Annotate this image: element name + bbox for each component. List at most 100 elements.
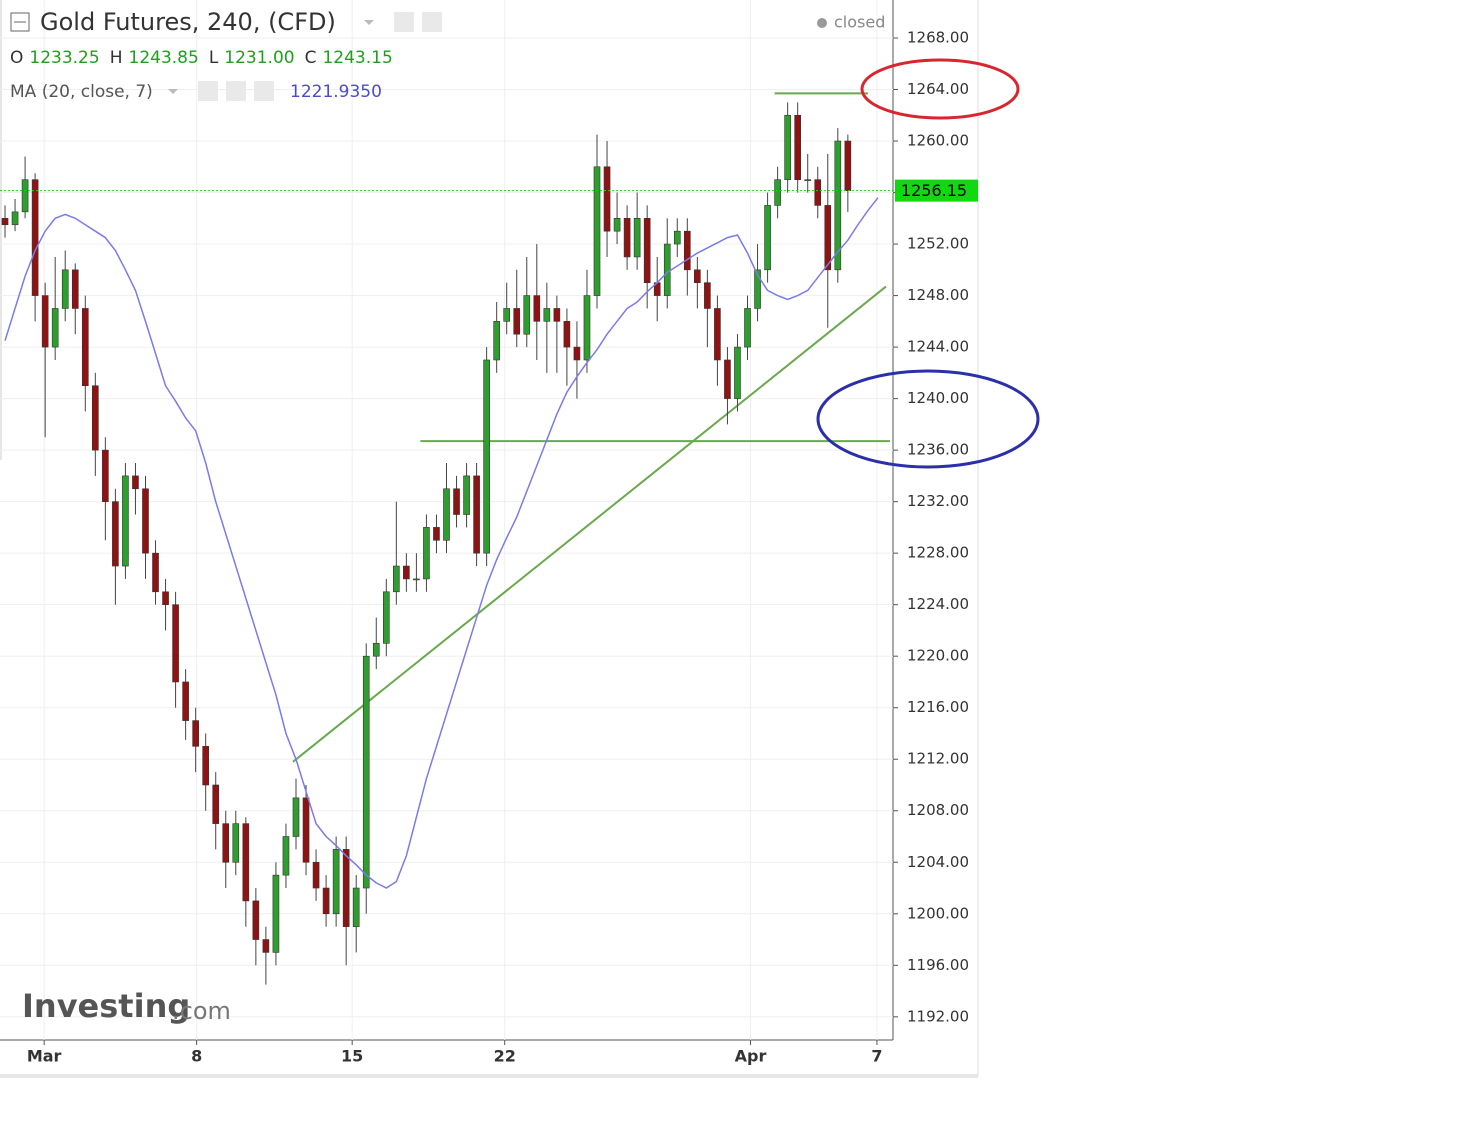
candle-body [784,114,791,180]
candle-body [352,887,360,927]
candle-body [433,527,440,541]
indicator-value: 1221.9350 [290,82,382,102]
trend-drawing [292,285,887,763]
candle-body [192,720,199,747]
y-tick-label: 1192.00 [907,1007,969,1025]
candle-body [764,205,771,271]
highlight-ellipse-red [860,58,1020,120]
watermark: Investing .com [22,987,231,1025]
candle-body [403,565,410,580]
candle-body [182,681,189,721]
candle-body [734,346,741,399]
candle-body [81,308,89,387]
axes: 1192.00 1196.00 1200.00 1204.00 1208.00 1212.… [27,28,978,1066]
candle-body [724,359,731,399]
last-price-label: 1256.15 [901,181,967,200]
candle-body [844,140,852,191]
highlight-ellipse-blue [816,369,1040,469]
indicator-menu-arrow[interactable] [168,89,178,94]
candle-body [272,874,280,953]
y-tick-label: 1228.00 [907,544,969,562]
candle-body [71,269,79,309]
candle-body [322,887,330,915]
moving-average [4,197,879,889]
y-tick-label: 1264.00 [907,80,969,98]
candle-body [503,308,511,322]
legend-value: 1231.00 [224,48,294,68]
candle-body [453,488,460,515]
candle-body [443,488,450,541]
gear-icon[interactable] [422,12,442,32]
y-tick-label: 1236.00 [907,441,969,459]
legend-value: 1243.85 [129,48,199,68]
candle-body [312,861,320,889]
plot [0,102,893,985]
watermark-suffix: .com [172,997,231,1025]
y-tick-label: 1220.00 [907,647,969,665]
candle-body [714,308,721,361]
candle-body [212,784,220,824]
candle-body [11,211,19,226]
y-tick-label: 1216.00 [907,698,969,716]
candle-body [663,243,671,296]
candle-body [623,218,631,258]
indicator-gear-icon[interactable] [226,81,246,101]
candle-body [683,230,691,271]
candle-body [583,295,591,361]
candle-body [704,282,711,309]
x-tick-label: Mar [27,1047,62,1066]
candle-body [744,308,751,348]
y-tick-label: 1268.00 [907,28,969,46]
candle-body [603,166,611,232]
header: Gold Futures, 240, (CFD) closed MA (20, … [10,8,885,102]
candle-body [834,140,842,271]
candle-body [162,591,169,605]
candle-body [493,321,500,361]
candle-body [122,475,129,567]
candle-body [262,939,270,953]
candle-body [332,849,340,915]
candle-body [252,900,260,940]
y-tick-label: 1196.00 [907,956,969,974]
candle-body [372,643,380,657]
legend-value: 1233.25 [29,48,99,68]
candle-body [533,295,541,322]
candle-body [302,797,310,863]
candle-body [92,385,99,451]
indicator-settings-icon[interactable] [198,81,218,101]
candle-body [132,475,139,490]
candle-body [292,797,300,837]
x-tick-label: 22 [494,1047,516,1066]
y-tick-label: 1204.00 [907,853,969,871]
y-tick-label: 1224.00 [907,595,969,613]
candle-body [483,359,490,554]
candle-body [563,321,571,348]
indicator-remove-icon[interactable] [254,81,274,101]
candle-body [152,552,159,593]
chart-title: Gold Futures, 240, (CFD) [40,8,336,36]
market-status: closed [834,13,885,32]
settings-icon[interactable] [394,12,414,32]
ohlc-legend: O 1233.25 H 1243.85 L 1231.00 C 1243.15 [10,48,393,68]
candle-body [142,488,149,554]
x-tick-label: 15 [341,1047,363,1066]
candle-body [513,308,521,335]
y-tick-label: 1252.00 [907,235,969,253]
candle-body [21,179,29,213]
status-dot [817,18,827,28]
candle-body [41,295,49,348]
x-axis-band [0,1040,978,1076]
watermark-brand: Investing [22,987,190,1025]
candle-body [362,655,370,889]
candle-body [463,475,470,515]
candle-body [774,179,781,206]
title-menu-arrow[interactable] [364,20,374,25]
candle-body [413,578,420,581]
x-tick-label: 8 [191,1047,202,1066]
candle-body [814,179,822,206]
candle-body [824,205,832,271]
candle-body [172,604,179,683]
x-tick-label: 7 [871,1047,882,1066]
candle-body [633,218,641,258]
